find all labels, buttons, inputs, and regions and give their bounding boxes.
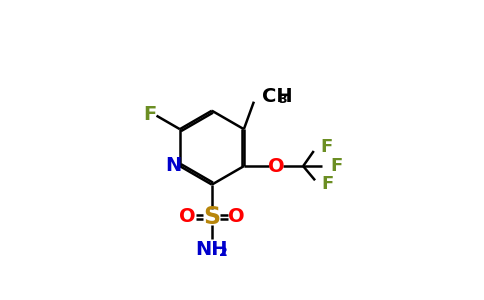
Text: N: N	[165, 156, 181, 175]
Text: 3: 3	[278, 93, 287, 106]
Text: NH: NH	[196, 240, 228, 259]
Text: O: O	[268, 157, 285, 175]
Text: O: O	[228, 208, 245, 226]
Text: F: F	[330, 157, 342, 175]
Text: S: S	[203, 205, 220, 229]
Text: CH: CH	[261, 87, 292, 106]
Text: O: O	[179, 208, 196, 226]
Text: F: F	[320, 138, 333, 156]
Text: F: F	[322, 175, 334, 193]
Text: 2: 2	[219, 246, 228, 259]
Text: F: F	[144, 105, 157, 124]
